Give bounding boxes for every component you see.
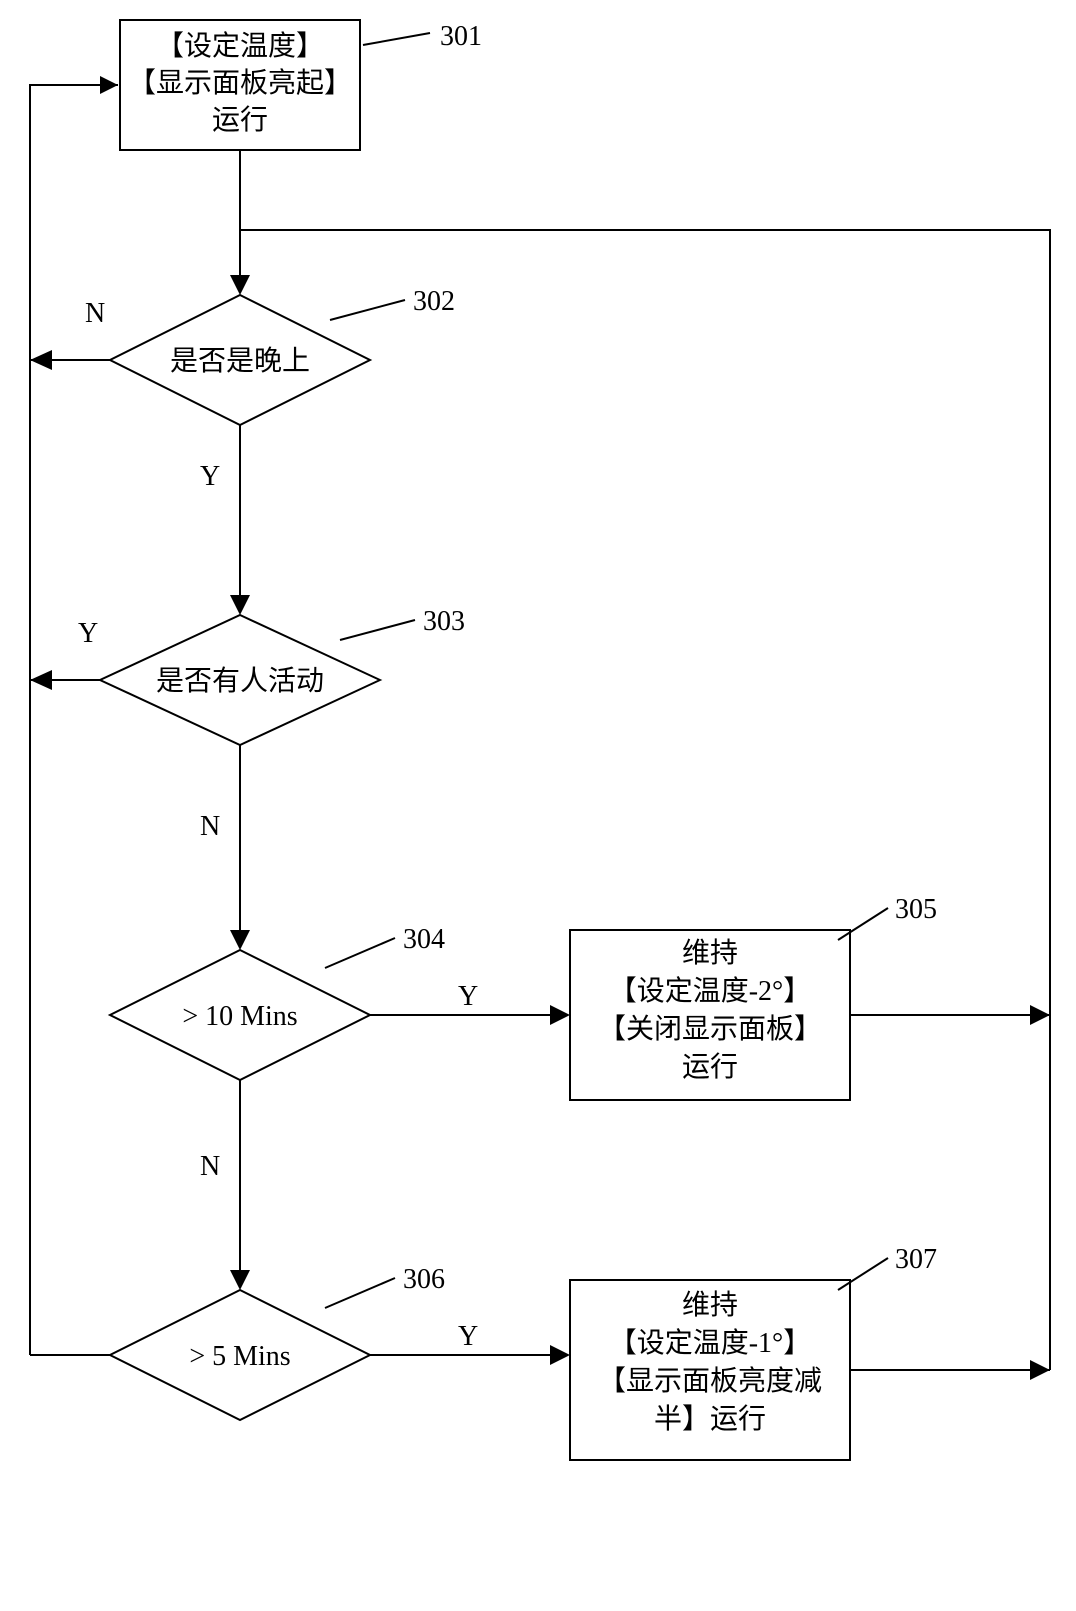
arrowhead bbox=[230, 1270, 250, 1290]
ref-304: 304 bbox=[403, 924, 445, 955]
arrowhead bbox=[30, 350, 52, 370]
edge-label-304-N: N bbox=[200, 1151, 220, 1182]
arrowhead bbox=[30, 670, 52, 690]
arrowhead bbox=[230, 595, 250, 615]
edge-label-306-Y: Y bbox=[458, 1321, 478, 1352]
node-305-line3: 【关闭显示面板】 bbox=[598, 1013, 822, 1045]
edge-label-303-Y: Y bbox=[78, 618, 98, 649]
arrowhead bbox=[230, 930, 250, 950]
node-306-text: > 5 Mins bbox=[189, 1341, 290, 1372]
node-301-line1: 【设定温度】 bbox=[156, 30, 324, 62]
arrowhead bbox=[230, 275, 250, 295]
ref-303: 303 bbox=[423, 606, 465, 637]
arrowhead bbox=[550, 1005, 570, 1025]
node-305-line2: 【设定温度-2°】 bbox=[609, 975, 812, 1007]
node-302: 是否是晚上 302 bbox=[110, 286, 455, 425]
flowchart-svg: N Y Y N N Y Y 【设定温度】 【显示面板亮起】 运行 301 bbox=[0, 0, 1076, 1606]
node-305-line1: 维持 bbox=[682, 937, 738, 969]
edge-label-303-N: N bbox=[200, 811, 220, 842]
ref-305: 305 bbox=[895, 894, 937, 925]
node-303: 是否有人活动 303 bbox=[100, 606, 465, 745]
node-307-line2: 【设定温度-1°】 bbox=[609, 1327, 812, 1359]
edge-left-bus bbox=[30, 85, 118, 1355]
node-307-line1: 维持 bbox=[682, 1289, 738, 1321]
node-303-text: 是否有人活动 bbox=[156, 665, 324, 697]
node-304: > 10 Mins 304 bbox=[110, 924, 445, 1080]
node-307-line4: 半】运行 bbox=[654, 1403, 766, 1435]
node-304-text: > 10 Mins bbox=[182, 1001, 297, 1032]
node-305-line4: 运行 bbox=[682, 1051, 738, 1083]
edge-label-304-Y: Y bbox=[458, 981, 478, 1012]
arrowhead bbox=[1030, 1005, 1050, 1025]
ref-307: 307 bbox=[895, 1244, 937, 1275]
edge-label-302-Y: Y bbox=[200, 461, 220, 492]
arrowhead bbox=[1030, 1360, 1050, 1380]
edge-label-302-N: N bbox=[85, 298, 105, 329]
edge-right-bus bbox=[240, 230, 1050, 1370]
node-301-line3: 运行 bbox=[212, 104, 268, 136]
arrowhead bbox=[550, 1345, 570, 1365]
node-301-line2: 【显示面板亮起】 bbox=[128, 67, 352, 99]
node-306: > 5 Mins 306 bbox=[110, 1264, 445, 1420]
node-307-line3: 【显示面板亮度减 bbox=[598, 1365, 822, 1397]
ref-301: 301 bbox=[440, 21, 482, 52]
arrowhead bbox=[100, 76, 118, 94]
node-302-text: 是否是晚上 bbox=[170, 345, 310, 377]
node-307: 维持 【设定温度-1°】 【显示面板亮度减 半】运行 307 bbox=[570, 1244, 937, 1460]
ref-306: 306 bbox=[403, 1264, 445, 1295]
node-305: 维持 【设定温度-2°】 【关闭显示面板】 运行 305 bbox=[570, 894, 937, 1100]
ref-302: 302 bbox=[413, 286, 455, 317]
node-301: 【设定温度】 【显示面板亮起】 运行 301 bbox=[120, 20, 482, 150]
